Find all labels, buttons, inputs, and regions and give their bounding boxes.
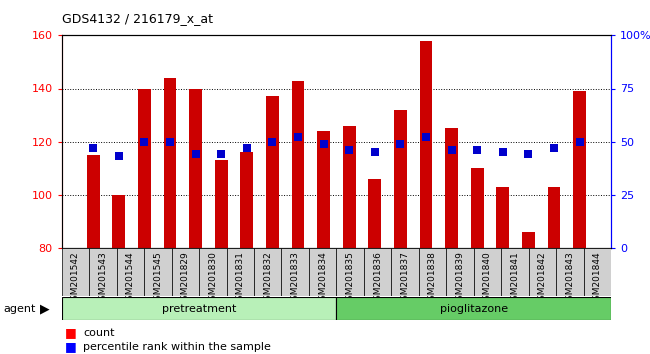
Point (395, 141, 406, 147)
Bar (528, 248, 556, 296)
Point (421, 135, 431, 140)
Text: GSM201838: GSM201838 (428, 252, 437, 307)
Text: GSM201832: GSM201832 (263, 252, 272, 306)
Point (114, 154, 124, 159)
Text: GSM201545: GSM201545 (153, 252, 162, 306)
Bar (89, 248, 117, 296)
Text: GSM201841: GSM201841 (510, 252, 519, 306)
Point (242, 145, 252, 151)
Point (216, 152, 226, 157)
Bar (138, 88, 151, 354)
Bar (309, 248, 337, 296)
Bar (337, 297, 611, 320)
Bar (391, 248, 419, 296)
Bar (117, 248, 144, 296)
Bar (446, 248, 474, 296)
Text: percentile rank within the sample: percentile rank within the sample (83, 342, 271, 352)
Text: GSM201544: GSM201544 (126, 252, 135, 306)
Bar (420, 41, 432, 354)
Text: ■: ■ (65, 341, 77, 353)
Text: GSM201844: GSM201844 (593, 252, 602, 306)
Text: pretreatment: pretreatment (162, 304, 236, 314)
Text: GSM201836: GSM201836 (373, 252, 382, 307)
Bar (556, 248, 584, 296)
Bar (573, 91, 586, 354)
Text: GSM201542: GSM201542 (71, 252, 80, 306)
Text: GSM201831: GSM201831 (236, 252, 245, 307)
Point (164, 139, 175, 144)
Point (139, 139, 150, 144)
Point (267, 139, 278, 144)
Point (344, 147, 354, 153)
Bar (199, 248, 227, 296)
Text: GSM201842: GSM201842 (538, 252, 547, 306)
Point (318, 141, 329, 147)
Bar (112, 195, 125, 354)
Bar (189, 88, 202, 354)
Point (523, 152, 534, 157)
Bar (471, 168, 484, 354)
Point (575, 139, 585, 144)
Point (472, 147, 482, 153)
Bar (394, 110, 407, 354)
Bar (445, 128, 458, 354)
Bar (292, 81, 304, 354)
Bar (266, 97, 279, 354)
Text: GSM201829: GSM201829 (181, 252, 190, 306)
Bar (343, 126, 356, 354)
Point (447, 147, 457, 153)
Bar (62, 248, 89, 296)
Bar (164, 78, 176, 354)
Point (190, 152, 201, 157)
Bar (317, 131, 330, 354)
Bar (522, 232, 535, 354)
Bar (240, 152, 253, 354)
Text: GSM201839: GSM201839 (456, 252, 465, 307)
Text: GSM201837: GSM201837 (400, 252, 410, 307)
Text: ▶: ▶ (40, 303, 50, 315)
Bar (364, 248, 391, 296)
Text: agent: agent (3, 304, 36, 314)
Bar (227, 248, 254, 296)
Bar (474, 248, 501, 296)
Bar (62, 297, 337, 320)
Text: pioglitazone: pioglitazone (439, 304, 508, 314)
Bar (501, 248, 528, 296)
Text: GDS4132 / 216179_x_at: GDS4132 / 216179_x_at (62, 12, 213, 25)
Bar (497, 187, 509, 354)
Text: GSM201830: GSM201830 (208, 252, 217, 307)
Bar (369, 179, 381, 354)
Point (370, 149, 380, 155)
Point (498, 149, 508, 155)
Bar (419, 248, 446, 296)
Bar (144, 248, 172, 296)
Bar (547, 187, 560, 354)
Text: GSM201833: GSM201833 (291, 252, 300, 307)
Bar (281, 248, 309, 296)
Point (88, 145, 98, 151)
Bar (172, 248, 199, 296)
Bar (214, 160, 227, 354)
Text: GSM201835: GSM201835 (346, 252, 355, 307)
Bar (86, 155, 99, 354)
Text: GSM201843: GSM201843 (566, 252, 575, 306)
Text: ■: ■ (65, 326, 77, 339)
Text: GSM201840: GSM201840 (483, 252, 492, 306)
Text: GSM201543: GSM201543 (98, 252, 107, 306)
Bar (254, 248, 281, 296)
Bar (337, 248, 364, 296)
Text: GSM201834: GSM201834 (318, 252, 327, 306)
Bar (584, 248, 611, 296)
Text: count: count (83, 328, 114, 338)
Point (292, 135, 303, 140)
Point (549, 145, 559, 151)
